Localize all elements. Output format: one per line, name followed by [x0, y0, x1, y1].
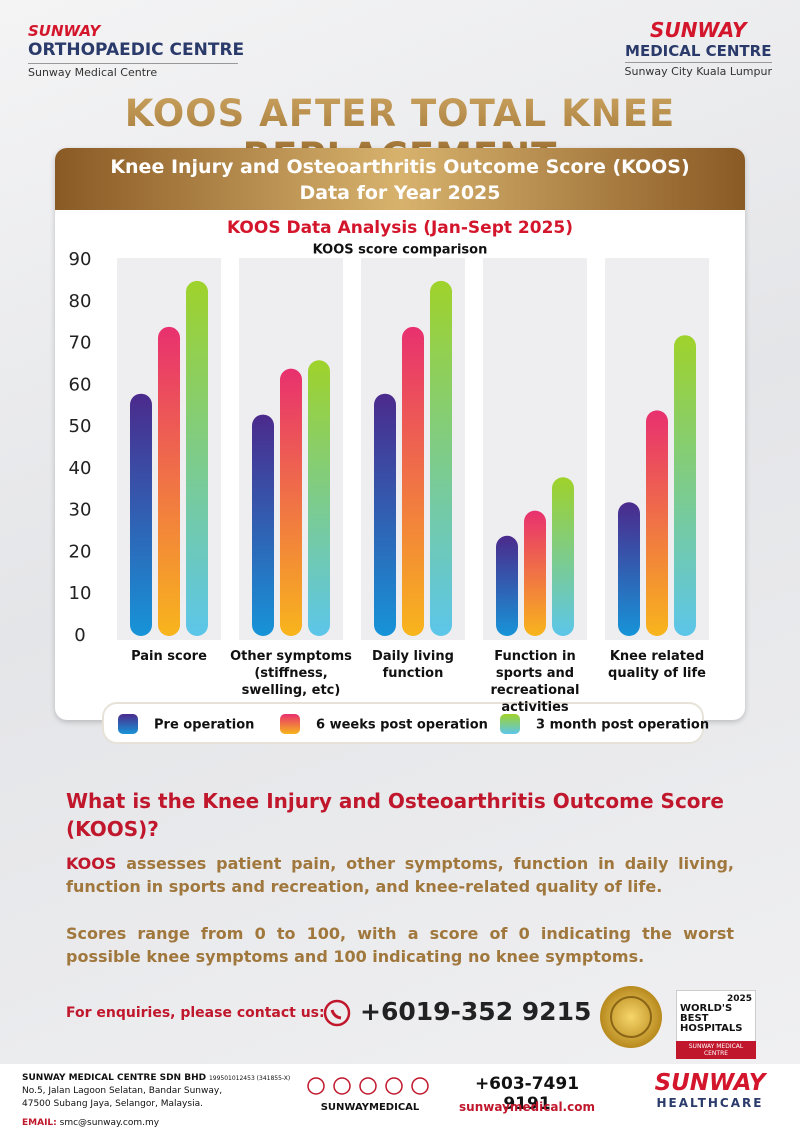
- bar: [308, 360, 330, 636]
- text: assesses patient pain, other symptoms, f…: [66, 854, 734, 896]
- bar: [430, 280, 452, 636]
- card-heading: Knee Injury and Osteoarthritis Outcome S…: [55, 148, 745, 210]
- footer-web: sunwaymedical.com: [459, 1100, 595, 1114]
- brand: SUNWAY: [28, 22, 101, 40]
- x-tick-label: Pain score: [131, 649, 207, 664]
- contact-label: For enquiries, please contact us:: [66, 1005, 325, 1021]
- legend-label: Pre operation: [154, 718, 254, 733]
- x-tick-label: Knee related quality of life: [608, 649, 706, 681]
- brand: SUNWAY: [650, 18, 747, 42]
- footer-address: SUNWAY MEDICAL CENTRE SDN BHD 1995010124…: [22, 1072, 290, 1130]
- legend-swatch: [500, 714, 520, 734]
- bar: [674, 335, 696, 636]
- social-icons: [307, 1077, 429, 1095]
- y-tick-label: 0: [74, 625, 85, 646]
- legend-box: [102, 702, 704, 744]
- question: What is the Knee Injury and Osteoarthrit…: [66, 789, 724, 841]
- highlight: KOOS: [66, 854, 117, 873]
- badge-line: BEST: [680, 1013, 709, 1024]
- legend-swatch: [280, 714, 300, 734]
- x-tick-label: Other symptoms (stiffness, swelling, etc…: [230, 649, 352, 698]
- y-tick-label: 10: [69, 583, 92, 604]
- footer-phone: +603-7491 9191: [474, 1074, 580, 1114]
- paragraph: Scores range from 0 to 100, with a score…: [66, 924, 734, 966]
- company: SUNWAY MEDICAL CENTRE SDN BHD: [22, 1073, 207, 1083]
- bar: [280, 368, 302, 636]
- reg: 199501012453 (341855-X): [208, 1075, 291, 1082]
- bar: [374, 393, 396, 636]
- y-tick-label: 40: [69, 458, 92, 479]
- badge-year: 2025: [726, 994, 752, 1004]
- bar: [186, 280, 208, 636]
- contact-phone: +6019-352 9215: [360, 997, 592, 1026]
- y-tick-label: 30: [69, 500, 92, 521]
- address: 47500 Subang Jaya, Selangor, Malaysia.: [22, 1099, 203, 1109]
- quality-seal: [600, 986, 662, 1048]
- smc-logo: SUNWAY MEDICAL CENTRE Sunway City Kuala …: [624, 18, 772, 78]
- x-tick-label: Daily living function: [372, 649, 454, 681]
- brand-sub: Sunway City Kuala Lumpur: [624, 62, 772, 78]
- award-badge: 2025 WORLD'S BEST HOSPITALS: [676, 990, 756, 1042]
- y-tick-label: 60: [69, 374, 92, 395]
- brand: SUNWAY: [654, 1070, 766, 1096]
- whatsapp-icon: [323, 999, 351, 1027]
- address: No.5, Jalan Lagoon Selatan, Bandar Sunwa…: [22, 1086, 223, 1096]
- legend-label: 3 month post operation: [536, 718, 709, 733]
- healthcare-logo: SUNWAY HEALTHCARE: [640, 1070, 780, 1110]
- legend-label: 6 weeks post operation: [316, 718, 488, 733]
- y-tick-label: 90: [69, 249, 92, 270]
- footer: SUNWAY MEDICAL CENTRE SDN BHD 1995010124…: [0, 1064, 800, 1132]
- bar: [252, 414, 274, 636]
- social-handle: SUNWAYMEDICAL: [320, 1102, 420, 1113]
- brand-title: MEDICAL CENTRE: [625, 42, 772, 60]
- y-tick-label: 70: [69, 333, 92, 354]
- bar: [402, 326, 424, 636]
- bar: [646, 410, 668, 636]
- legend-swatch: [118, 714, 138, 734]
- x-tick-label: Function in sports and recreational acti…: [490, 649, 580, 715]
- bar: [130, 393, 152, 636]
- chart-subtitle: KOOS score comparison: [313, 243, 488, 258]
- badge-name: SUNWAY MEDICAL CENTRE: [676, 1041, 756, 1059]
- ortho-logo: SUNWAY ORTHOPAEDIC CENTRE Sunway Medical…: [28, 22, 244, 79]
- bar: [496, 535, 518, 636]
- heading-line: Data for Year 2025: [299, 182, 501, 204]
- brand-sub: HEALTHCARE: [656, 1096, 764, 1110]
- bar: [524, 510, 546, 636]
- email-label: EMAIL:: [22, 1118, 57, 1128]
- badge-line: WORLD'S: [680, 1003, 733, 1014]
- y-tick-label: 20: [69, 541, 92, 562]
- bar: [552, 477, 574, 636]
- chart: KOOS Data Analysis (Jan-Sept 2025) KOOS …: [69, 218, 709, 744]
- chart-title: KOOS Data Analysis (Jan-Sept 2025): [227, 218, 573, 238]
- y-tick-label: 50: [69, 416, 92, 437]
- brand-sub: Sunway Medical Centre: [28, 63, 238, 79]
- paragraph: KOOS assesses patient pain, other sympto…: [66, 852, 734, 898]
- brand-title: ORTHOPAEDIC CENTRE: [28, 40, 245, 60]
- heading-line: Knee Injury and Osteoarthritis Outcome S…: [110, 156, 690, 178]
- bar: [618, 502, 640, 636]
- email: smc@sunway.com.my: [59, 1118, 160, 1128]
- y-tick-label: 80: [69, 291, 92, 312]
- bar: [158, 326, 180, 636]
- badge-line: HOSPITALS: [680, 1023, 743, 1034]
